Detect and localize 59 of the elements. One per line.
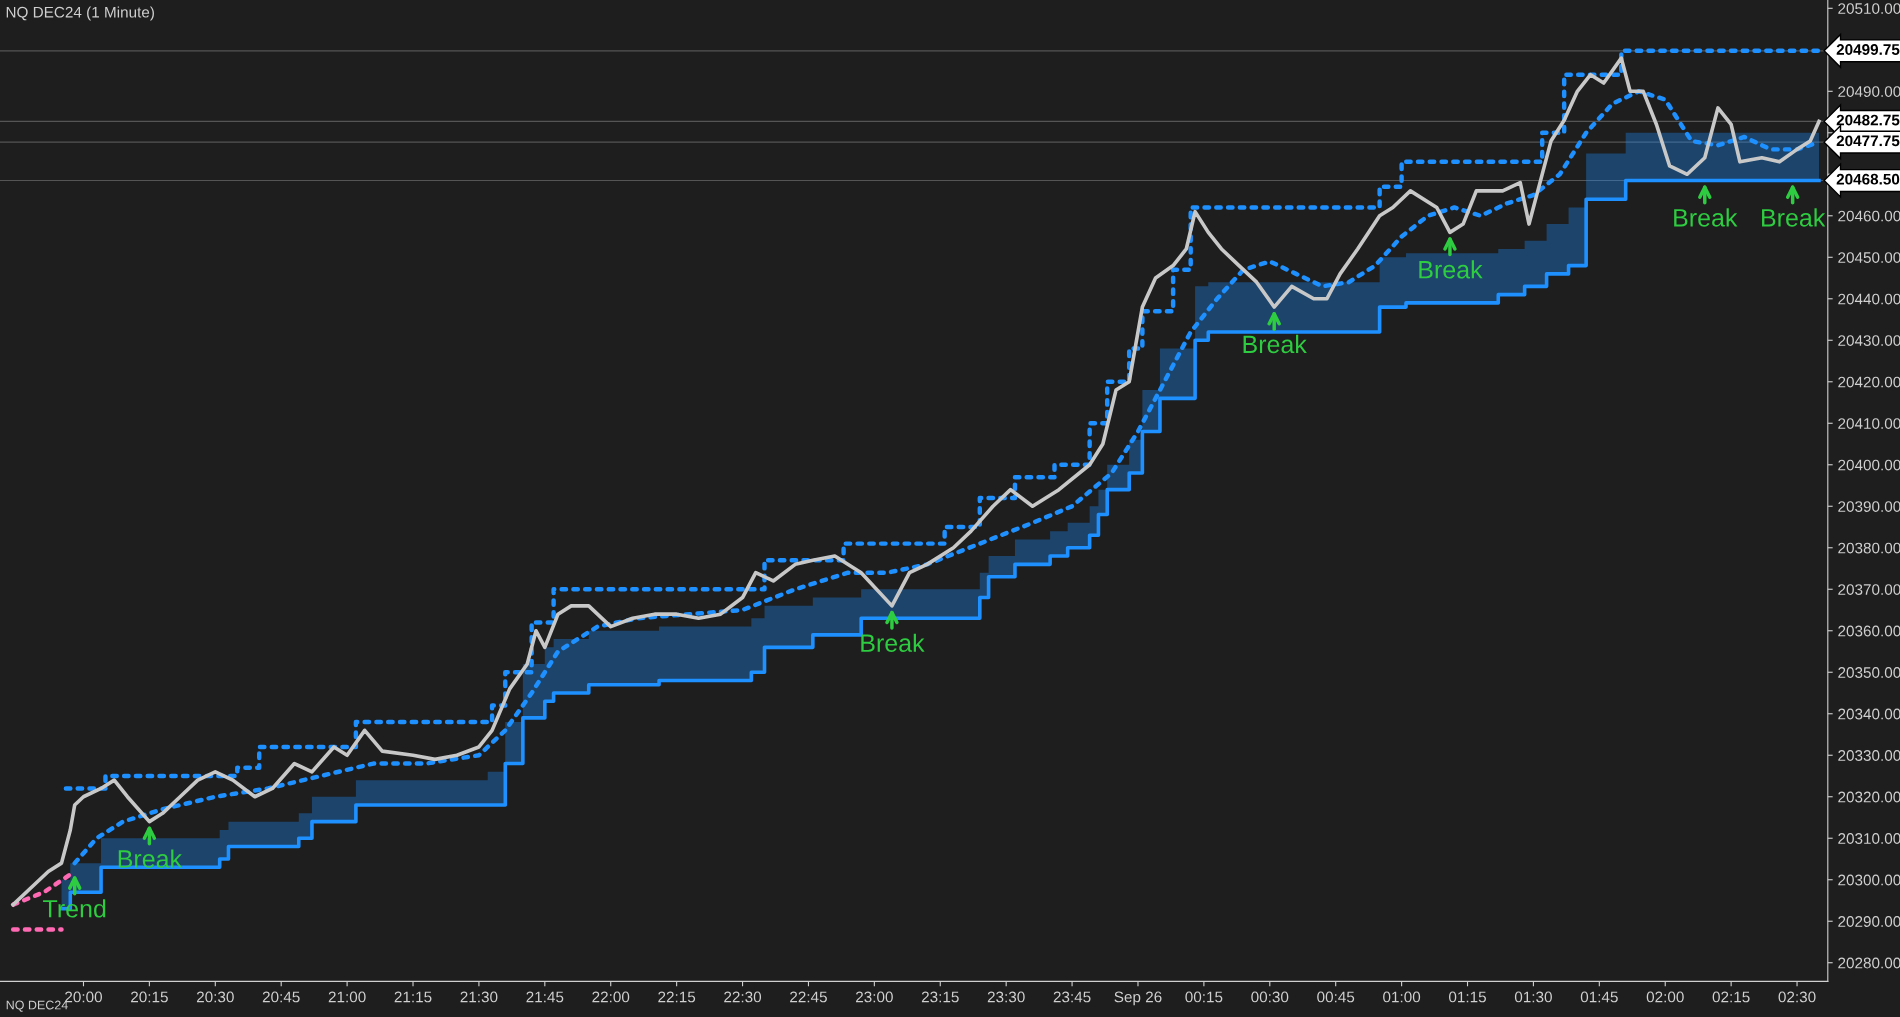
x-tick-label: 21:45 bbox=[526, 991, 564, 1003]
annotation: Trend bbox=[43, 899, 106, 918]
x-tick-label: 00:15 bbox=[1185, 991, 1223, 1003]
y-tick-label: 20440.00 bbox=[1838, 293, 1900, 305]
y-tick-label: 20370.00 bbox=[1838, 584, 1900, 595]
x-tick-label: 22:15 bbox=[658, 991, 696, 1003]
annotation: Break bbox=[1243, 334, 1307, 354]
y-tick-label: 20310.00 bbox=[1838, 833, 1900, 844]
x-tick-label: 23:15 bbox=[921, 991, 959, 1003]
ref-line-label: 20482.75 bbox=[1836, 114, 1900, 126]
x-tick-label: 02:00 bbox=[1646, 991, 1684, 1003]
x-tick-label: 22:30 bbox=[724, 991, 762, 1003]
x-tick-label: 01:00 bbox=[1383, 991, 1421, 1003]
y-tick-label: 20420.00 bbox=[1838, 376, 1900, 388]
y-tick-label: 20450.00 bbox=[1838, 252, 1900, 263]
x-tick-label: 20:45 bbox=[262, 991, 300, 1003]
x-tick-label: 01:30 bbox=[1514, 991, 1552, 1003]
annotation: Break bbox=[1674, 208, 1738, 227]
x-tick-label: 20:15 bbox=[131, 991, 168, 1003]
x-tick-label: 00:45 bbox=[1317, 991, 1355, 1003]
x-tick-label: 21:15 bbox=[394, 991, 432, 1003]
y-tick-label: 20430.00 bbox=[1838, 335, 1900, 346]
y-tick-label: 20380.00 bbox=[1838, 542, 1900, 554]
chart-title: NQ DEC24 (1 Minute) bbox=[6, 6, 154, 21]
ref-line-label: 20477.75 bbox=[1836, 135, 1900, 147]
x-tick-label: 02:30 bbox=[1778, 991, 1816, 1003]
y-tick-label: 20410.00 bbox=[1838, 418, 1900, 429]
y-tick-label: 20400.00 bbox=[1838, 459, 1900, 471]
y-tick-label: 20290.00 bbox=[1838, 916, 1900, 927]
x-tick-label: Sep 26 bbox=[1114, 991, 1162, 1006]
x-tick-label: 22:00 bbox=[592, 991, 630, 1003]
annotation: Break bbox=[1419, 260, 1483, 279]
x-tick-label: 20:30 bbox=[196, 991, 234, 1003]
x-tick-label: 21:00 bbox=[328, 991, 366, 1003]
y-tick-label: 20510.00 bbox=[1838, 3, 1900, 14]
annotation: Break bbox=[118, 849, 183, 868]
y-tick-label: 20320.00 bbox=[1838, 791, 1900, 803]
x-tick-label: 02:15 bbox=[1712, 991, 1750, 1003]
y-tick-label: 20340.00 bbox=[1838, 708, 1900, 720]
annotation: Break bbox=[861, 633, 925, 652]
y-tick-label: 20360.00 bbox=[1838, 625, 1900, 637]
y-tick-label: 20300.00 bbox=[1838, 874, 1900, 886]
x-tick-label: 22:45 bbox=[790, 991, 827, 1003]
x-tick-label: 01:15 bbox=[1449, 991, 1486, 1003]
y-tick-label: 20460.00 bbox=[1838, 210, 1900, 222]
y-tick-label: 20280.00 bbox=[1838, 957, 1900, 969]
ref-line-label: 20468.50 bbox=[1836, 173, 1900, 185]
x-tick-label: 23:30 bbox=[987, 991, 1025, 1003]
y-tick-label: 20350.00 bbox=[1838, 667, 1900, 678]
y-tick-label: 20390.00 bbox=[1838, 501, 1900, 512]
x-tick-label: 00:30 bbox=[1251, 991, 1289, 1003]
x-tick-label: 01:45 bbox=[1580, 991, 1618, 1003]
x-tick-label: 23:45 bbox=[1053, 991, 1091, 1003]
x-tick-label: 23:00 bbox=[856, 991, 893, 1003]
annotation: Break bbox=[1762, 208, 1826, 227]
y-tick-label: 20490.00 bbox=[1838, 86, 1900, 97]
ref-line-label: 20499.75 bbox=[1836, 44, 1900, 55]
y-tick-label: 20330.00 bbox=[1838, 750, 1900, 761]
x-tick-label: 21:30 bbox=[460, 991, 498, 1003]
